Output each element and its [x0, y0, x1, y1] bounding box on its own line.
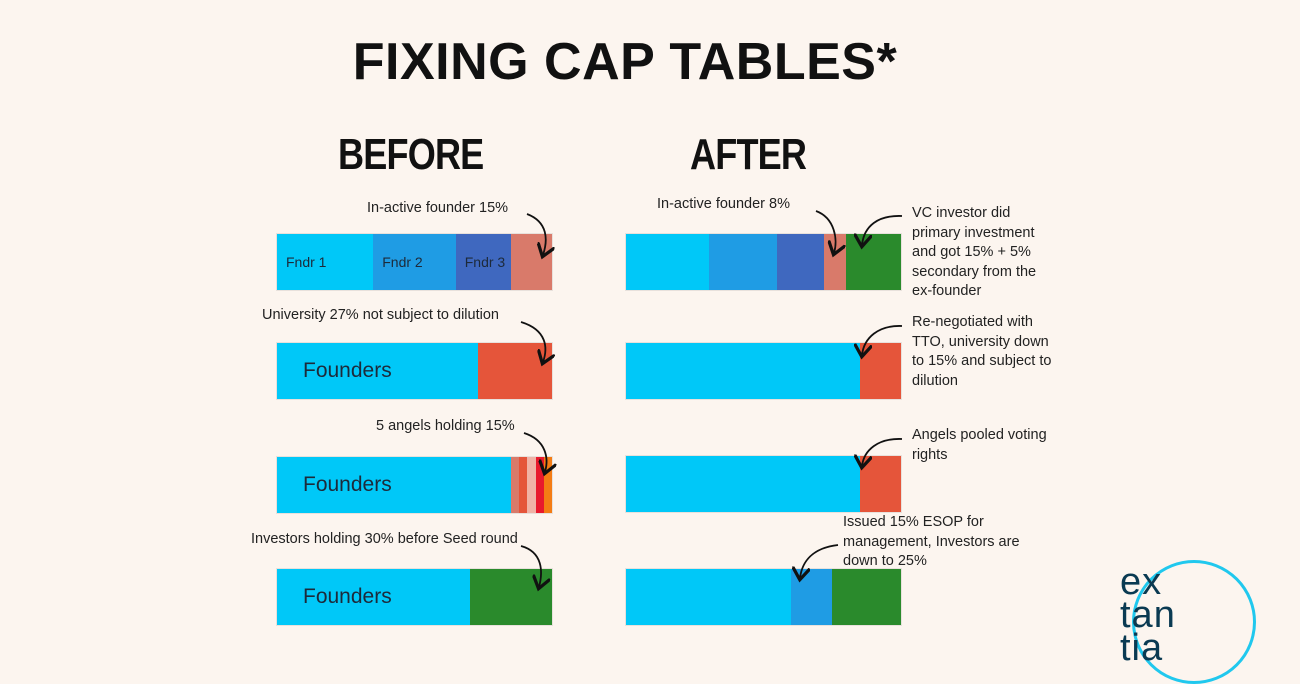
- note-university-before: University 27% not subject to dilution: [262, 307, 499, 323]
- cap-table-bar-before-2: Founders: [276, 342, 553, 400]
- segment-before-2-1: Founders: [277, 343, 478, 399]
- segment-before-3-3: [519, 457, 528, 513]
- arrow-university-after: [862, 325, 903, 355]
- arrow-investors-before: [520, 545, 541, 587]
- segment-before-1-3: Fndr 3: [455, 234, 511, 290]
- after-heading: AFTER: [690, 130, 807, 179]
- segment-after-1-3: [777, 234, 824, 290]
- logo-line-2: tan: [1120, 594, 1176, 636]
- segment-before-3-4: [527, 457, 536, 513]
- arrow-inactive-founder-before: [526, 213, 546, 255]
- arrow-angels-after: [862, 438, 903, 466]
- before-heading: BEFORE: [338, 130, 484, 179]
- arrow-esop-after: [800, 544, 839, 578]
- segment-before-4-1: Founders: [277, 569, 470, 625]
- segment-after-4-1: [626, 569, 791, 625]
- segment-label: Fndr 3: [464, 254, 506, 270]
- logo: ex tan tia: [1120, 561, 1176, 669]
- annotation-arrows: [520, 210, 903, 650]
- segment-after-1-2: [708, 234, 778, 290]
- page-title: FIXING CAP TABLES*: [352, 33, 898, 91]
- segment-label: Fndr 1: [286, 254, 327, 270]
- note-university-after: Re-negotiated with TTO, university down …: [912, 314, 1052, 389]
- note-angels-before: 5 angels holding 15%: [376, 418, 515, 434]
- segment-label: Founders: [303, 585, 392, 608]
- note-angels-after: Angels pooled voting rights: [912, 427, 1047, 463]
- segment-after-4-3: [832, 569, 901, 625]
- segment-after-2-1: [626, 343, 860, 399]
- cap-table-bar-before-4: Founders: [276, 568, 553, 626]
- arrow-angels-before: [523, 432, 547, 472]
- segment-before-1-2: Fndr 2: [373, 234, 456, 290]
- segment-label: Fndr 2: [382, 254, 423, 270]
- segment-after-1-1: [626, 234, 709, 290]
- note-inactive-founder-before: In-active founder 15%: [367, 200, 509, 216]
- note-inactive-founder-after: In-active founder 8%: [657, 196, 790, 212]
- segment-before-3-2: [510, 457, 519, 513]
- logo-line-1: ex: [1120, 561, 1163, 603]
- arrow-vc-investor: [862, 215, 903, 245]
- cap-table-bar-after-2: [625, 342, 902, 400]
- arrow-inactive-founder-after: [815, 210, 836, 253]
- logo-line-3: tia: [1120, 627, 1164, 669]
- arrow-university-before: [520, 321, 545, 362]
- segment-before-3-5: [535, 457, 544, 513]
- cap-table-bar-after-3: [625, 455, 902, 513]
- segment-before-3-1: Founders: [277, 457, 511, 513]
- note-esop-after: Issued 15% ESOP for management, Investor…: [843, 514, 1020, 569]
- segment-after-3-1: [626, 456, 860, 512]
- segment-before-1-1: Fndr 1: [277, 234, 374, 290]
- cap-table-bar-before-3: Founders: [276, 456, 553, 514]
- note-vc-investor: VC investor did primary investment and g…: [912, 205, 1037, 299]
- note-investors-before: Investors holding 30% before Seed round: [251, 531, 518, 547]
- segment-label: Founders: [303, 473, 392, 496]
- segment-label: Founders: [303, 359, 392, 382]
- segment-before-3-6: [543, 457, 552, 513]
